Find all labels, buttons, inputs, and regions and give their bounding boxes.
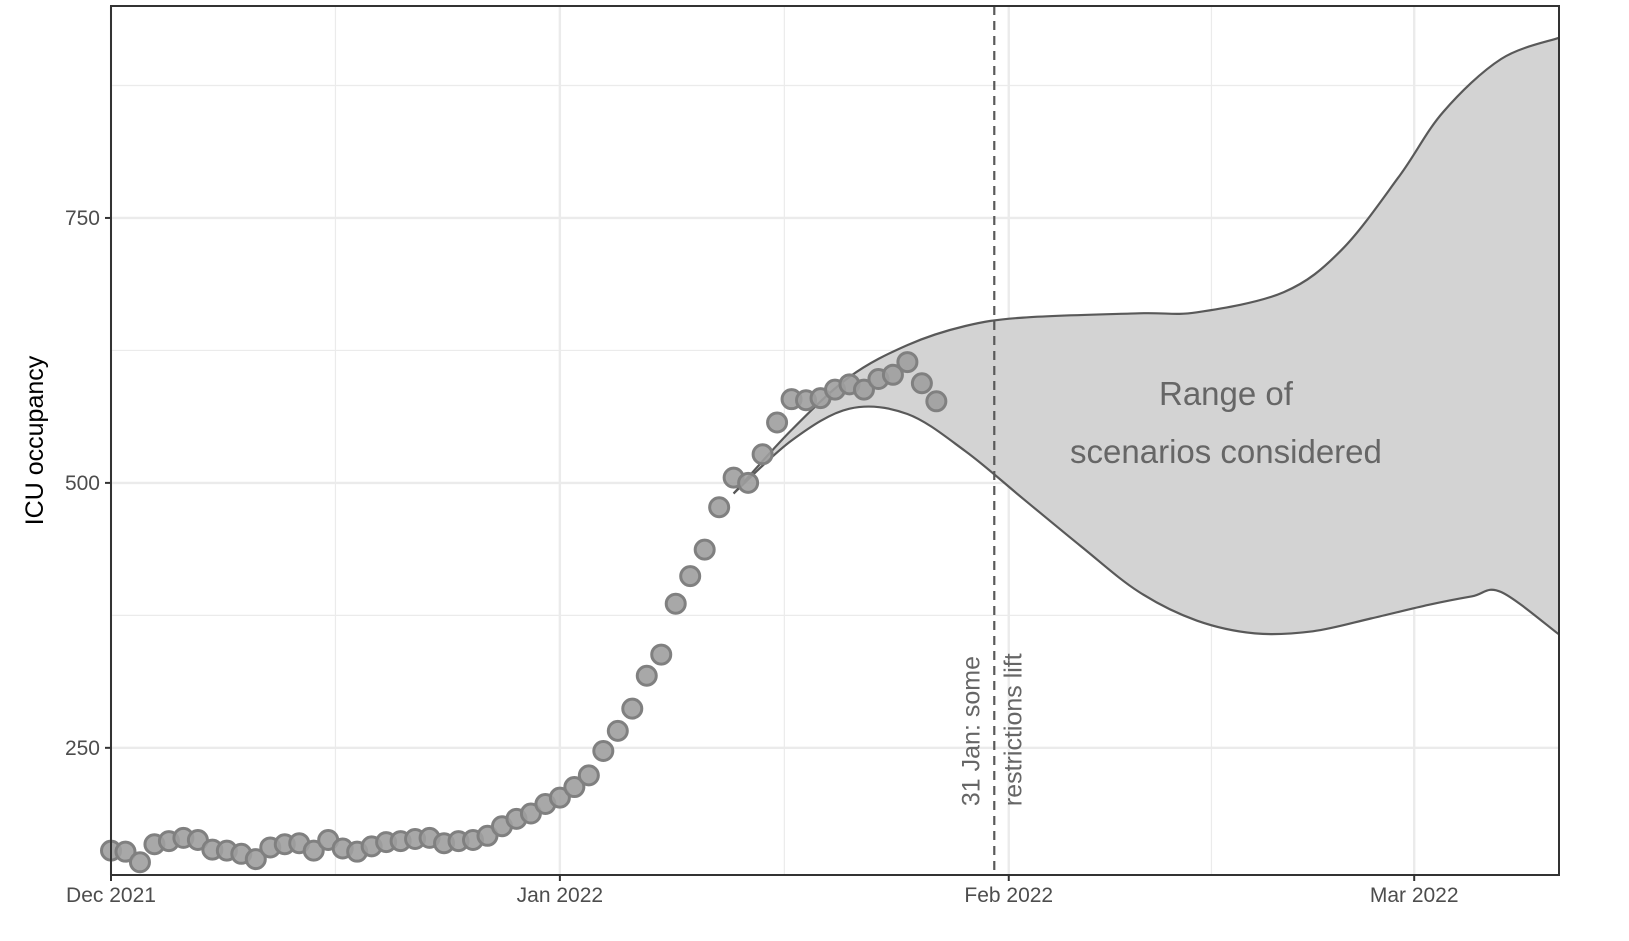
band-label-line-2: scenarios considered [1070,433,1382,470]
x-tick-label-0: Dec 2021 [66,884,156,907]
axes: Dec 2021 Jan 2022 Feb 2022 Mar 2022 250 500 75… [65,207,1459,907]
observed-point-33 [577,764,600,787]
annotations: Range of scenarios considered 31 Jan: so… [957,375,1382,806]
observed-points [100,351,948,874]
x-tick-label-1: Jan 2022 [517,884,603,907]
observed-point-39 [664,592,687,615]
x-tick-label-2: Feb 2022 [964,884,1053,907]
y-tick-label-2: 750 [65,207,100,230]
observed-point-14 [302,839,325,862]
y-tick-label-0: 250 [65,737,100,760]
observed-point-45 [751,443,774,466]
observed-point-10 [244,848,267,871]
observed-point-40 [679,565,702,588]
observed-point-56 [910,372,933,395]
observed-point-54 [881,363,904,386]
event-label-line-1: 31 Jan: some [957,656,985,806]
observed-point-34 [592,740,615,763]
band-label-line-1: Range of [1159,375,1294,412]
observed-point-41 [693,538,716,561]
observed-point-31 [548,786,571,809]
scenario-band [732,36,1560,636]
panel-border [110,5,1560,876]
observed-point-35 [606,719,629,742]
y-axis-title: ICU occupancy [21,355,49,525]
observed-point-32 [563,776,586,799]
observed-point-1 [114,840,137,863]
observed-point-37 [635,664,658,687]
observed-point-42 [708,496,731,519]
y-tick-label-1: 500 [65,472,100,495]
scenario-band-area [733,37,1559,635]
observed-point-46 [766,411,789,434]
observed-point-57 [925,390,948,413]
observed-point-44 [737,471,760,494]
observed-point-55 [896,351,919,374]
x-tick-label-3: Mar 2022 [1370,884,1459,907]
scenario-lower-line [732,405,1560,636]
observed-point-2 [128,851,151,874]
event-label-line-2: restrictions lift [999,653,1027,806]
observed-point-52 [852,378,875,401]
observed-point-38 [650,643,673,666]
observed-point-36 [621,697,644,720]
